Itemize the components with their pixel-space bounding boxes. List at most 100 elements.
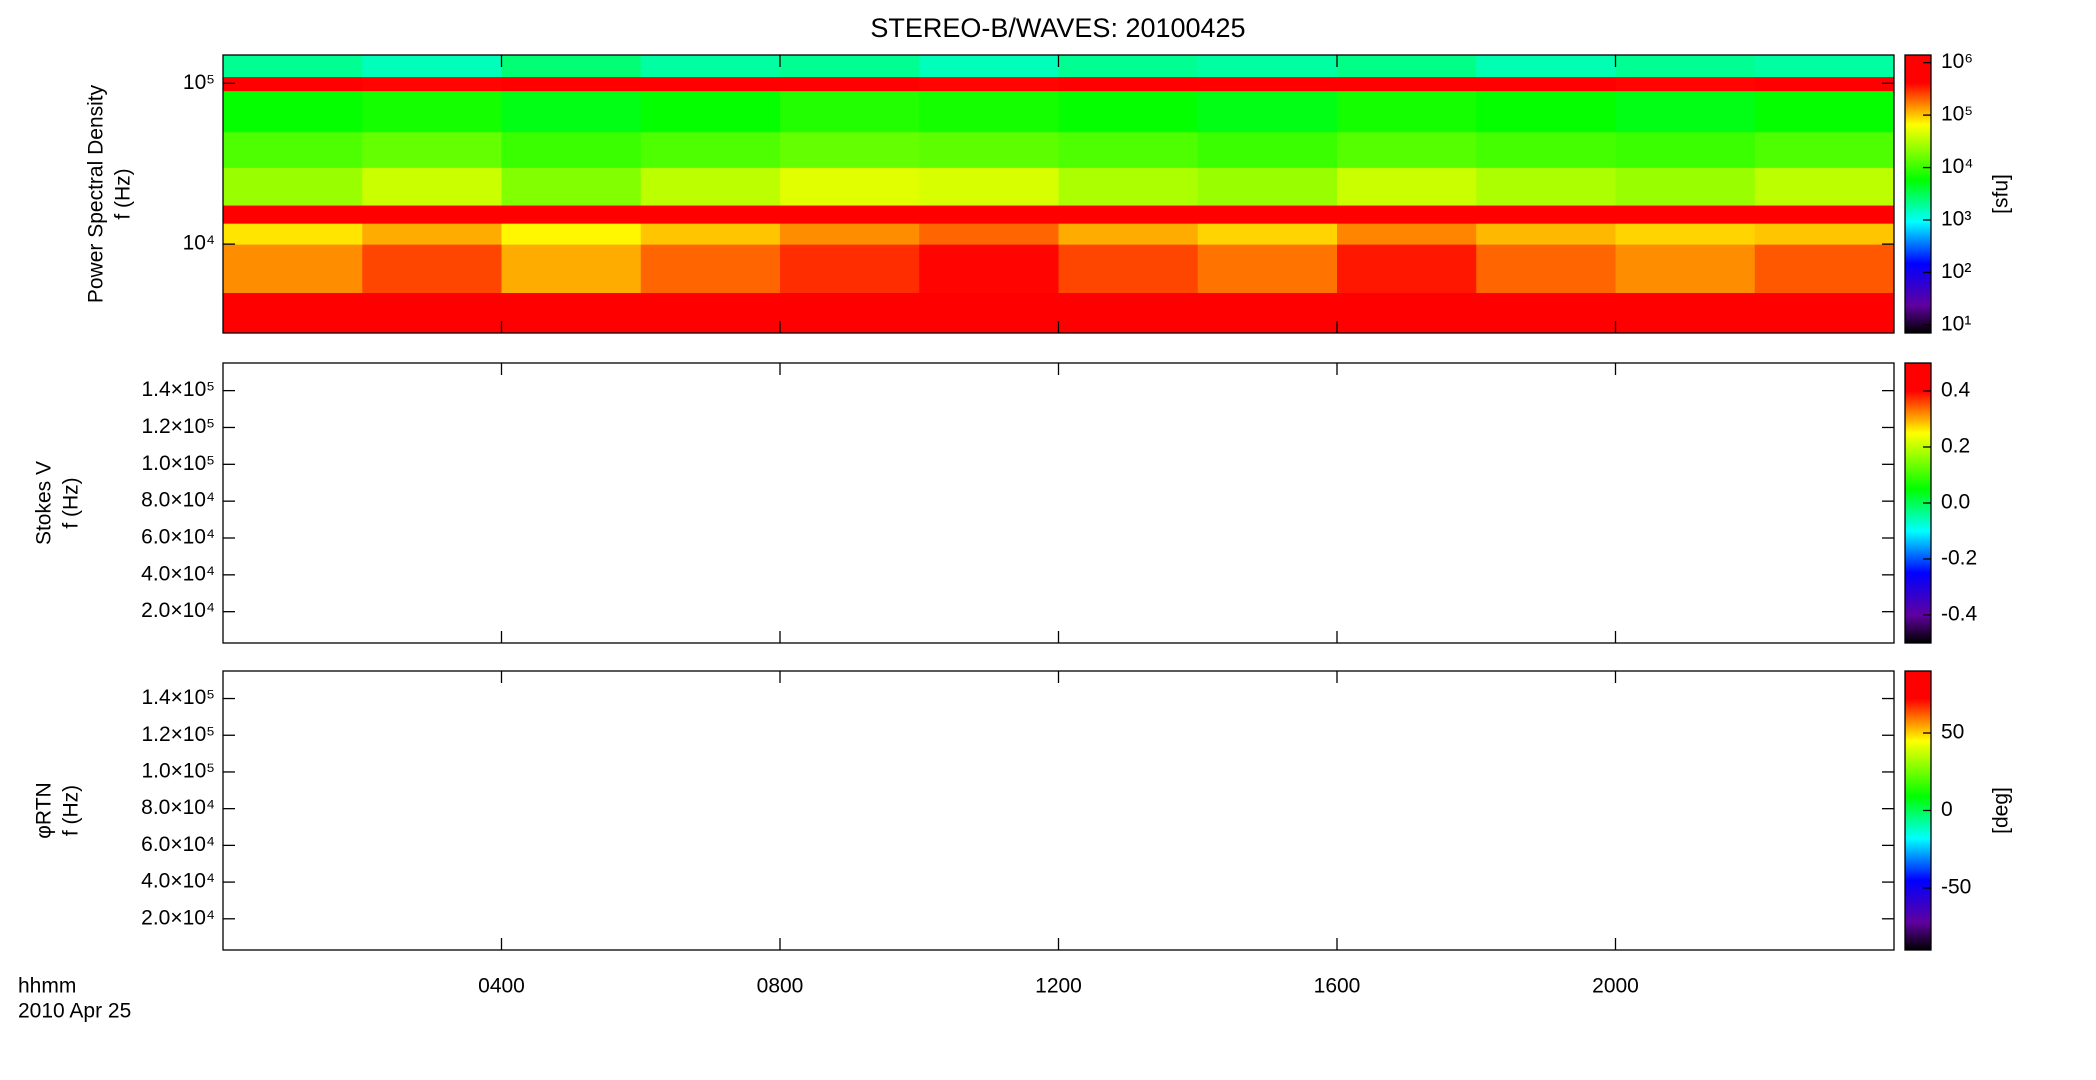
y-tick-label: 1.2×10⁵ [141,415,215,438]
heat-cell [919,292,1059,334]
x-axis-label: hhmm [18,975,76,998]
heat-cell [1476,55,1616,78]
x-tick-label: 0400 [478,975,525,998]
heat-cell [1197,223,1338,245]
heat-cell [1615,292,1756,334]
heat-cell [1058,167,1199,206]
heat-cell [640,90,781,133]
heat-cell [362,131,502,168]
heat-cell [223,131,363,168]
y-tick-label: 2.0×10⁴ [141,906,215,929]
heat-cell [501,55,642,78]
heat-cell [1197,76,1338,92]
colorbar-tick-label: 10⁵ [1941,103,1973,126]
heat-cell [1615,167,1756,206]
heat-cell [1476,76,1616,92]
heat-cell [223,55,363,78]
colorbar-tick-label: 10¹ [1941,312,1971,335]
heat-cell [1197,131,1338,168]
heat-cell [1197,55,1338,78]
y-tick-label: 4.0×10⁴ [141,870,215,893]
x-tick-label: 1200 [1035,975,1082,998]
heat-cell [919,167,1059,206]
heat-cell [919,76,1059,92]
y-tick-label: 1.0×10⁵ [141,452,215,475]
y-axis-label: Stokes V [33,461,56,545]
heat-cell [780,131,920,168]
colorbar-tick-label: -0.4 [1941,603,1978,626]
heat-cell [1197,244,1338,294]
heat-cell [919,223,1059,245]
heat-cell [223,223,363,245]
colorbar-label: [deg] [1990,787,2013,834]
heat-cell [362,76,502,92]
heat-cell [1615,76,1756,92]
colorbar-label: [sfu] [1990,174,2013,214]
heat-cell [362,244,502,294]
heat-cell [1197,167,1338,206]
heat-cell [1058,223,1199,245]
heat-cell [919,131,1059,168]
y-tick-label: 8.0×10⁴ [141,796,215,819]
heat-cell [1615,244,1756,294]
heat-cell [362,55,502,78]
heat-cell [1476,90,1616,133]
heat-cell [1337,131,1477,168]
heat-cell [1754,223,1895,245]
heat-cell [1197,292,1338,334]
y-tick-label: 10⁴ [183,232,215,255]
heat-cell [223,167,363,206]
colorbar-tick-label: 0.2 [1941,435,1970,458]
y-tick-label: 10⁵ [183,71,215,94]
colorbar-tick-label: 0.4 [1941,379,1971,402]
heat-cell [501,292,642,334]
y-axis-label: f (Hz) [60,785,83,836]
heat-cell [780,55,920,78]
heat-cell [1754,55,1895,78]
heat-cell [223,205,363,224]
colorbar-tick-label: 10² [1941,260,1971,283]
colorbar [1904,54,1932,334]
heat-cell [640,292,781,334]
heat-cell [640,76,781,92]
y-tick-label: 1.0×10⁵ [141,760,215,783]
heat-cell [501,90,642,133]
heat-cell [919,205,1059,224]
heat-cell [362,167,502,206]
heat-cell [780,223,920,245]
colorbar-tick-label: 10⁴ [1941,155,1973,178]
y-tick-label: 1.2×10⁵ [141,723,215,746]
heat-cell [1754,76,1895,92]
colorbar-tick-label: 10³ [1941,208,1971,231]
y-tick-label: 1.4×10⁵ [141,686,215,709]
y-tick-label: 2.0×10⁴ [141,599,215,622]
heat-cell [1058,76,1199,92]
heat-cell [1058,131,1199,168]
heat-cell [1058,55,1199,78]
heat-cell [640,55,781,78]
heat-cell [919,244,1059,294]
heat-cell [1058,292,1199,334]
heat-cell [501,167,642,206]
heat-cell [919,55,1059,78]
x-axis-label: 2010 Apr 25 [18,1000,131,1023]
heat-cell [223,244,363,294]
heat-cell [640,131,781,168]
colorbar-tick-label: 10⁶ [1941,50,1973,73]
heat-cell [1615,223,1756,245]
heat-cell [1476,292,1616,334]
heat-cell [1476,244,1616,294]
heat-cell [1754,244,1895,294]
heat-cell [780,244,920,294]
heat-cell [1615,90,1756,133]
heat-cell [362,90,502,133]
heat-cell [780,76,920,92]
heat-cell [640,167,781,206]
y-axis-label: φRTN [33,782,56,838]
colorbar-tick-label: -50 [1941,876,1971,899]
heat-cell [1615,205,1756,224]
x-tick-label: 0800 [757,975,804,998]
chart-title: STEREO-B/WAVES: 20100425 [870,13,1245,43]
plot-frame [222,670,1895,951]
